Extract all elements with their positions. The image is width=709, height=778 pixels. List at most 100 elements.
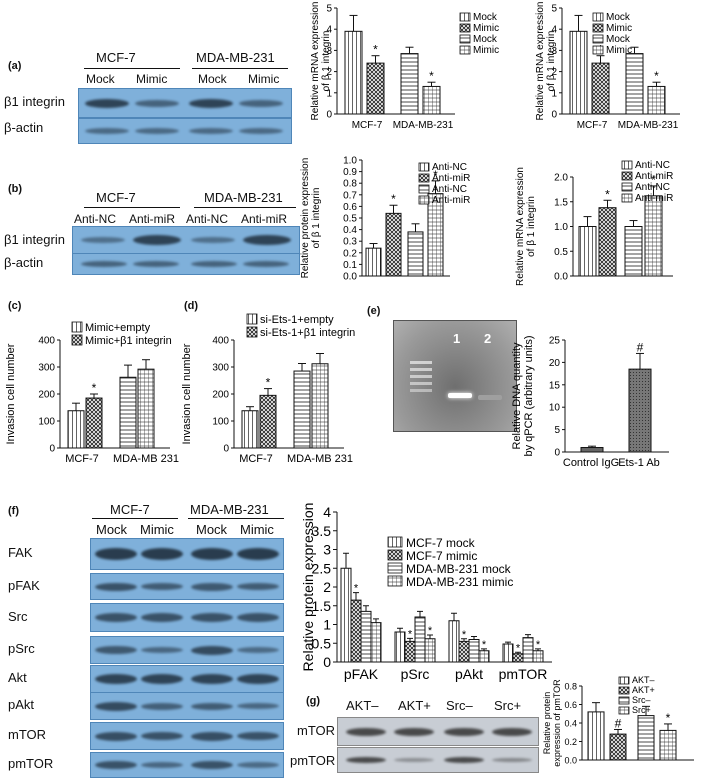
bar bbox=[67, 410, 85, 449]
y-tick-label: 4 bbox=[551, 25, 557, 36]
chart-a1: 0 1 2 3 4 5 Relative mRNA expression of β 1 int… bbox=[310, 2, 499, 131]
y-axis-label: Relative protein expression bbox=[300, 503, 316, 672]
blot-pakt-f bbox=[90, 692, 284, 720]
row-label-fak-f: FAK bbox=[8, 545, 33, 560]
bar bbox=[569, 30, 588, 115]
significance-mark: * bbox=[666, 711, 671, 725]
bar bbox=[370, 622, 382, 663]
cell-line-mcf7-b: MCF-7 bbox=[96, 190, 136, 205]
y-tick-label: 3 bbox=[323, 542, 331, 558]
row-label-actin-a: β-actin bbox=[4, 120, 44, 135]
lane-label-b-2: Anti-miR bbox=[129, 212, 176, 226]
y-axis-label: of β 1 integrin bbox=[311, 188, 322, 249]
legend-swatch bbox=[459, 45, 471, 55]
legend-swatch bbox=[592, 12, 604, 22]
significance-mark: # bbox=[637, 340, 644, 354]
bar bbox=[360, 610, 372, 663]
significance-mark: * bbox=[428, 625, 433, 637]
row-label-mtor-g: mTOR bbox=[297, 723, 336, 738]
legend-swatch bbox=[459, 34, 471, 44]
legend-swatch bbox=[592, 45, 604, 55]
blot-src-f bbox=[90, 603, 284, 632]
panel-label-f: (f) bbox=[8, 505, 19, 517]
bar bbox=[609, 733, 627, 761]
legend-swatch bbox=[387, 575, 403, 587]
bar bbox=[344, 30, 363, 115]
legend-label: Mimic bbox=[473, 23, 499, 34]
cell-line-mcf7-a: MCF-7 bbox=[96, 50, 136, 65]
y-tick-label: 4 bbox=[323, 504, 331, 520]
y-tick-label: 400 bbox=[212, 336, 229, 347]
y-tick-label: 1.0 bbox=[343, 156, 357, 167]
bar bbox=[625, 53, 644, 115]
lane-label-a-4: Mimic bbox=[248, 72, 280, 86]
x-tick-label: Control IgG bbox=[563, 457, 619, 469]
row-label-mtor-f: mTOR bbox=[8, 727, 47, 742]
lane-label-b-4: Anti-miR bbox=[241, 212, 288, 226]
bar bbox=[458, 640, 470, 663]
y-tick-label: 1 bbox=[323, 617, 331, 633]
legend-label: Mock bbox=[606, 12, 631, 23]
bar bbox=[366, 62, 385, 115]
legend-swatch bbox=[618, 676, 630, 685]
blot-pmtor-f bbox=[90, 752, 284, 778]
cell-line-mcf7-f: MCF-7 bbox=[110, 502, 150, 517]
bracket-line bbox=[192, 68, 288, 69]
y-tick-label: 0.3 bbox=[343, 237, 357, 248]
legend-label: Mimic bbox=[473, 45, 499, 56]
legend-swatch bbox=[592, 34, 604, 44]
legend-swatch bbox=[621, 160, 633, 170]
significance-mark: * bbox=[266, 376, 271, 390]
chart-e: 0 5 10 15 20 25 Relative DNA quantity by qPCR (… bbox=[511, 335, 669, 469]
legend-swatch bbox=[418, 184, 430, 194]
y-axis-label: by qPCR (arbitrary units) bbox=[523, 335, 535, 456]
significance-mark: * bbox=[516, 642, 521, 654]
y-tick-label: 2 bbox=[323, 579, 331, 595]
bar bbox=[365, 247, 382, 277]
chart-a2: 0 1 2 3 4 5 Relative mRNA expression of β 1 int… bbox=[535, 2, 680, 131]
lane-label-f-4: Mimic bbox=[240, 522, 274, 537]
panel-label-e: (e) bbox=[367, 305, 381, 317]
y-tick-label: 100 bbox=[38, 417, 55, 428]
blot-actin-a bbox=[78, 118, 292, 144]
legend-label: Anti-miR bbox=[635, 193, 673, 204]
y-tick-label: 0.5 bbox=[554, 247, 568, 258]
row-label-psrc-f: pSrc bbox=[8, 641, 35, 656]
legend-label: Anti-NC bbox=[432, 184, 467, 195]
y-axis-label: Invasion cell number bbox=[181, 343, 193, 444]
x-tick-label: MCF-7 bbox=[352, 120, 383, 131]
bar bbox=[637, 715, 655, 761]
blot-psrc-f bbox=[90, 636, 284, 664]
legend-swatch bbox=[387, 536, 403, 548]
bar bbox=[311, 363, 329, 449]
y-tick-label: 0 bbox=[49, 444, 55, 455]
lane-label-a-1: Mock bbox=[86, 72, 115, 86]
legend-label: MCF-7 mimic bbox=[406, 549, 477, 563]
row-label-pakt-f: pAkt bbox=[8, 697, 35, 712]
cell-line-mda-f: MDA-MB-231 bbox=[190, 502, 269, 517]
legend-label: MDA-MB-231 mimic bbox=[406, 575, 513, 589]
bar bbox=[628, 368, 652, 453]
legend-label: Mock bbox=[606, 34, 631, 45]
x-tick-label: MCF-7 bbox=[577, 120, 608, 131]
bar bbox=[580, 447, 604, 453]
y-tick-label: 25 bbox=[549, 336, 561, 347]
cell-line-mda-b: MDA-MB-231 bbox=[204, 190, 283, 205]
bar bbox=[468, 639, 480, 663]
row-label-src-f: Src bbox=[8, 608, 28, 624]
bracket-line bbox=[188, 518, 284, 519]
y-tick-label: 0.4 bbox=[343, 225, 357, 236]
y-tick-label: 0.0 bbox=[343, 272, 357, 283]
y-tick-label: 0.0 bbox=[564, 756, 577, 766]
significance-mark: * bbox=[354, 583, 359, 595]
y-tick-label: 3 bbox=[551, 46, 557, 57]
legend-swatch bbox=[418, 173, 430, 183]
legend-swatch bbox=[618, 686, 630, 695]
row-label-pmtor-f: pmTOR bbox=[8, 756, 54, 771]
y-axis-label: of β 1 integrin bbox=[546, 31, 557, 92]
lane-label-f-3: Mock bbox=[196, 522, 228, 537]
row-label-b1-integrin-b: β1 integrin bbox=[4, 232, 65, 247]
chart-c: 0 100 200 300 400 Invasion cell number * MCF-7 M… bbox=[5, 321, 179, 465]
blot-b1-integrin-b bbox=[72, 226, 300, 254]
x-tick-label: Ets-1 Ab bbox=[618, 457, 660, 469]
